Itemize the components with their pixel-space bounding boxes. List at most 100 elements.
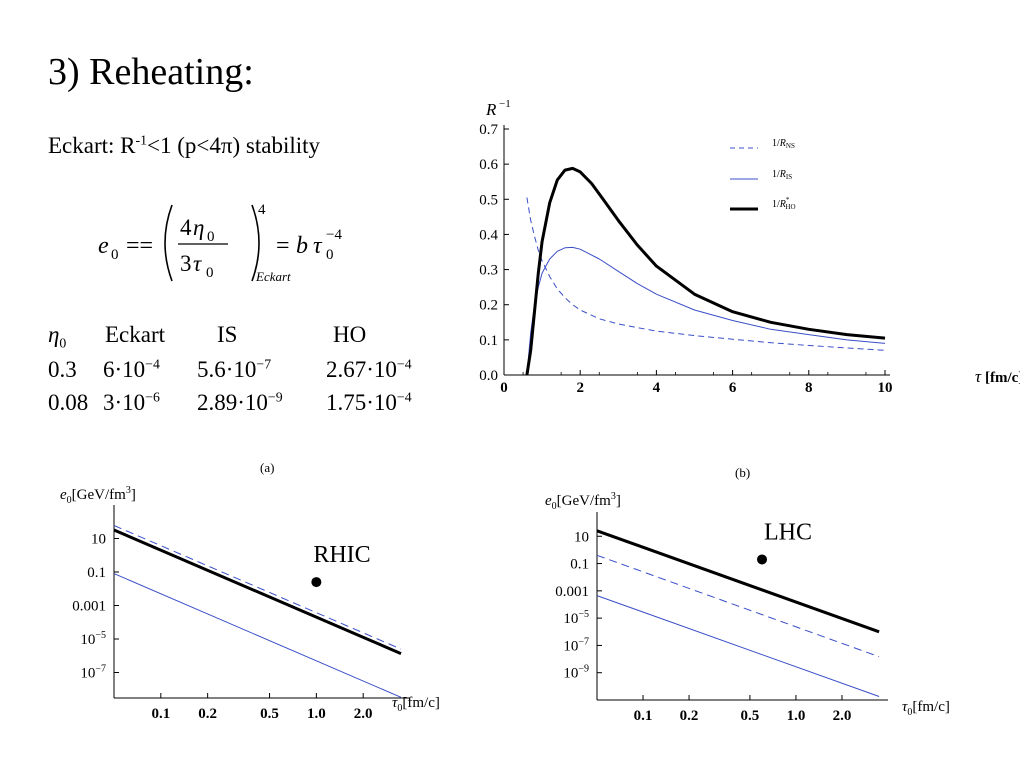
formula-den-sub: 0	[206, 265, 214, 281]
chart-b-y-tick-label: 0.001	[555, 584, 589, 600]
chart-r-xlabel-unit: [fm/c]	[985, 370, 1020, 386]
chart-r-y-tick-label: 0.7	[479, 122, 498, 138]
formula-rhs-equals: =	[276, 233, 290, 259]
chart-a-y-tick-label: 10−5	[80, 630, 106, 648]
table-row-2-is: 2.89·10−9	[197, 389, 283, 415]
table-row-1-eckart: 6·10−4	[103, 356, 160, 382]
chart-r-x-tick-label: 4	[653, 380, 661, 396]
table-row-1-ho: 2.67·10−4	[326, 356, 412, 382]
table-row-1-is: 5.6·10−7	[197, 356, 272, 382]
chart-a-ylabel: e0[GeV/fm3]	[60, 485, 136, 506]
chart-r-ylabel-exp: −1	[499, 98, 511, 110]
chart-a-x-tick-label: 0.5	[260, 706, 279, 722]
chart-r-x-tick-label: 6	[729, 380, 737, 396]
formula-subscript-eckart: Eckart	[255, 269, 291, 284]
chart-a-x-tick-label: 1.0	[307, 706, 326, 722]
chart-a-series-ns	[113, 525, 402, 650]
formula-num-eta: η	[193, 215, 204, 240]
legend-ns-label: 1/RNS	[772, 138, 795, 150]
rhic-point	[311, 577, 322, 588]
chart-r-x-tick-label: 0	[500, 380, 508, 396]
chart-a-y-tick-label: 10−7	[80, 663, 106, 681]
eckart-suffix: ) stability	[232, 133, 321, 158]
lhc-point	[757, 554, 768, 565]
chart-r-legend: 1/RNS 1/RIS 1/R* HO	[730, 138, 796, 211]
eckart-pi: π	[220, 133, 233, 158]
legend-is-label: 1/RIS	[772, 169, 792, 181]
chart-r-y-tick-label: 0.5	[479, 192, 498, 208]
formula-e: e	[98, 233, 109, 259]
chart-r-x-tick-label: 10	[878, 380, 893, 396]
table-row-2-eta: 0.08	[48, 390, 89, 415]
eckart-mid: <1 (p<4	[147, 133, 221, 158]
formula-rhs-tau: τ	[313, 233, 323, 259]
chart-r-ylabel: R	[485, 100, 497, 119]
chart-b-y-tick-label: 10	[574, 529, 589, 545]
chart-r-x-tick-label: 2	[576, 380, 584, 396]
chart-a-xlabel: τ0[fm/c]	[392, 695, 440, 714]
formula-num-4: 4	[180, 215, 192, 240]
chart-a-y-tick-label: 10	[91, 531, 106, 547]
formula-power: 4	[258, 202, 266, 218]
formula-num-sub: 0	[207, 229, 215, 245]
chart-b-x-tick-label: 0.5	[741, 708, 760, 724]
chart-a-x-tick-label: 2.0	[354, 706, 373, 722]
legend-ho-label: 1/R* HO	[772, 196, 796, 211]
table-header-eckart: Eckart	[105, 322, 166, 347]
chart-inverse-reynolds: R −1 0 2 4 6 8 10 0.0 0.1 0.2 0.3 0.4 0.5 0.6 0.7 τ […	[479, 98, 1020, 396]
chart-r-y-tick-label: 0.6	[479, 157, 498, 173]
table-header-is: IS	[217, 322, 238, 347]
chart-rhic: (a) e0[GeV/fm3] 0.1 0.2 0.5 1.0 2.0 10 0.1 0.00…	[60, 460, 440, 722]
table-header-ho: HO	[333, 322, 367, 347]
chart-r-y-tick-label: 0.1	[479, 333, 498, 349]
slide-title: 3) Reheating:	[48, 51, 254, 93]
chart-lhc: (b) e0[GeV/fm3] 0.1 0.2 0.5 1.0 2.0 10 0.1 0.00…	[545, 465, 950, 724]
chart-b-x-tick-label: 0.2	[680, 708, 699, 724]
formula-equals: ==	[126, 233, 153, 259]
formula-left-paren	[164, 204, 173, 282]
table-row-1-eta: 0.3	[48, 357, 77, 382]
chart-b-y-tick-label: 10−5	[563, 609, 589, 627]
chart-b-series-is	[596, 595, 880, 697]
formula-rhs-b: b	[296, 233, 308, 259]
lhc-label: LHC	[764, 519, 812, 545]
chart-a-y-tick-label: 0.001	[72, 598, 106, 614]
eckart-prefix: Eckart: R	[48, 133, 136, 158]
chart-r-series-is	[526, 246, 886, 376]
chart-r-x-tick-label: 8	[805, 380, 813, 396]
table-row-2-ho: 1.75·10−4	[326, 389, 412, 415]
chart-r-y-tick-label: 0.0	[479, 368, 498, 384]
chart-r-y-tick-label: 0.4	[479, 227, 498, 243]
formula-rhs-sub: 0	[326, 247, 334, 263]
table-header-eta: η0	[48, 322, 67, 351]
chart-b-x-tick-label: 1.0	[787, 708, 806, 724]
chart-r-y-tick-label: 0.3	[479, 263, 498, 279]
chart-r-series-ns	[526, 197, 886, 351]
formula-right-paren	[251, 204, 260, 282]
chart-b-x-tick-label: 2.0	[833, 708, 852, 724]
chart-a-series-is	[113, 573, 402, 698]
chart-b-y-tick-label: 10−7	[563, 636, 589, 654]
formula-den-3: 3	[180, 251, 192, 276]
eckart-exponent: -1	[135, 132, 148, 148]
chart-b-y-tick-label: 10−9	[563, 664, 589, 682]
chart-b-xlabel: τ0[fm/c]	[902, 699, 950, 718]
chart-b-x-tick-label: 0.1	[634, 708, 653, 724]
chart-a-x-tick-label: 0.2	[198, 706, 217, 722]
formula-den-tau: τ	[193, 251, 202, 276]
formula-rhs-exp: −4	[326, 227, 342, 243]
chart-b-y-tick-label: 0.1	[570, 557, 589, 573]
eckart-formula: e 0 == 4 η 0 3 τ 0 4 Eckart = b τ 0 −4	[98, 202, 342, 284]
formula-e-sub: 0	[111, 247, 119, 263]
chart-a-x-tick-label: 0.1	[151, 706, 170, 722]
chart-b-series-ns	[596, 554, 880, 658]
chart-b-series-ho	[596, 529, 880, 634]
rhic-label: RHIC	[313, 542, 370, 568]
table-row-2-eckart: 3·10−6	[103, 389, 160, 415]
chart-b-ylabel: e0[GeV/fm3]	[545, 491, 621, 512]
chart-r-y-tick-label: 0.2	[479, 298, 498, 314]
chart-r-series-ho	[525, 166, 886, 376]
chart-a-caption: (a)	[260, 460, 274, 475]
chart-r-xlabel-tau: τ	[975, 367, 982, 386]
eckart-stability-line: Eckart: R-1<1 (p<4π) stability	[48, 133, 320, 159]
